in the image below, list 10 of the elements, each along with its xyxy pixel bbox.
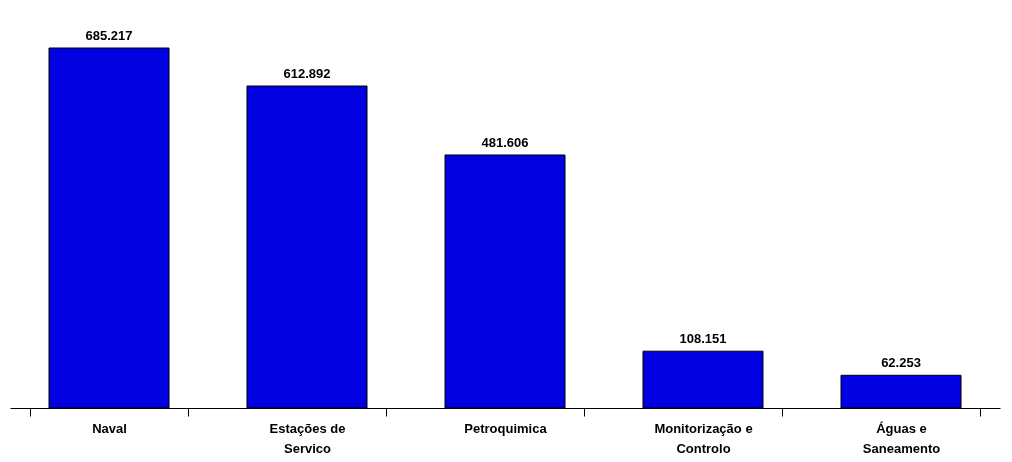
data-label: 108.151	[679, 331, 727, 347]
x-tick-label: Águas e Saneamento	[862, 420, 941, 456]
x-tick-label: Naval	[92, 420, 127, 436]
data-label: 612.892	[283, 66, 331, 81]
x-tick-label: Monitorização e Controlo	[654, 420, 753, 456]
x-tick-label: Estações de Servico	[269, 420, 346, 456]
data-label: 685.217	[85, 28, 133, 43]
data-label: 62.253	[881, 355, 921, 371]
x-tick-label: Petroquimica	[464, 420, 548, 436]
data-label: 481.606	[481, 134, 529, 150]
